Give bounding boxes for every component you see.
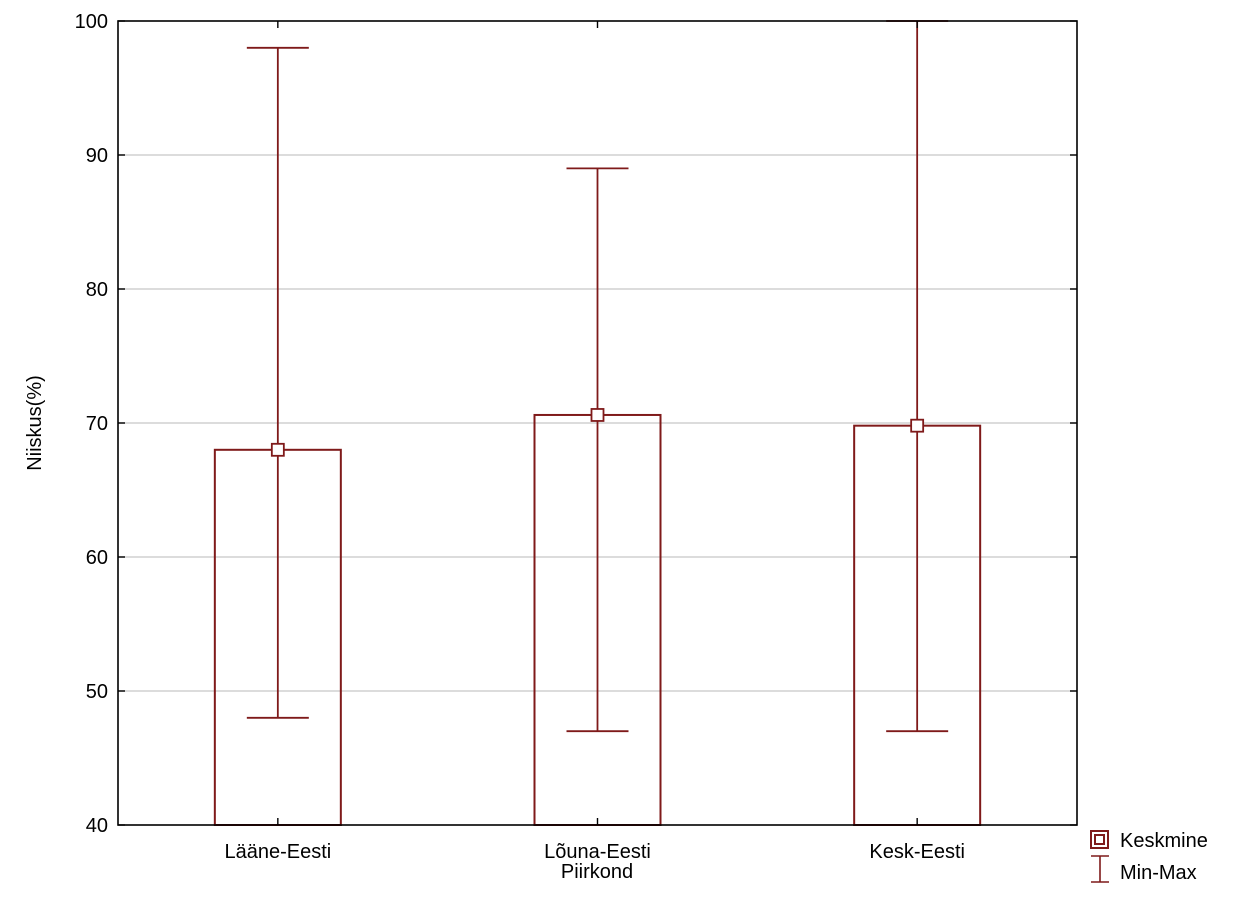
legend: Keskmine Min-Max: [1090, 830, 1208, 884]
y-tick-label-90: 90: [86, 145, 108, 167]
y-tick-label-70: 70: [86, 413, 108, 435]
y-tick-label-40: 40: [86, 815, 108, 837]
y-tick-label-50: 50: [86, 681, 108, 703]
legend-item-minmax: Min-Max: [1091, 855, 1197, 884]
x-axis-title: Piirkond: [561, 861, 633, 883]
axis-ticks: 40 50 60 70 80 90 100 Lääne-Eesti Lõuna-Eesti Kes…: [75, 11, 1077, 863]
x-tick-label-2: Kesk-Eesti: [869, 841, 965, 863]
y-tick-label-80: 80: [86, 279, 108, 301]
mean-marker-2: [910, 418, 925, 433]
x-tick-label-1: Lõuna-Eesti: [544, 841, 651, 863]
legend-item-mean: Keskmine: [1090, 830, 1208, 852]
legend-mean-marker-inner-icon: [1094, 834, 1105, 845]
legend-minmax-label: Min-Max: [1120, 862, 1197, 884]
y-axis-title: Niiskus(%): [24, 375, 46, 471]
legend-mean-label: Keskmine: [1120, 830, 1208, 852]
legend-mean-marker-icon: [1090, 830, 1109, 849]
mean-marker-1: [590, 408, 605, 422]
y-tick-label-60: 60: [86, 547, 108, 569]
mean-marker-0: [270, 442, 285, 457]
x-tick-label-0: Lääne-Eesti: [224, 841, 331, 863]
y-tick-label-100: 100: [75, 11, 108, 33]
